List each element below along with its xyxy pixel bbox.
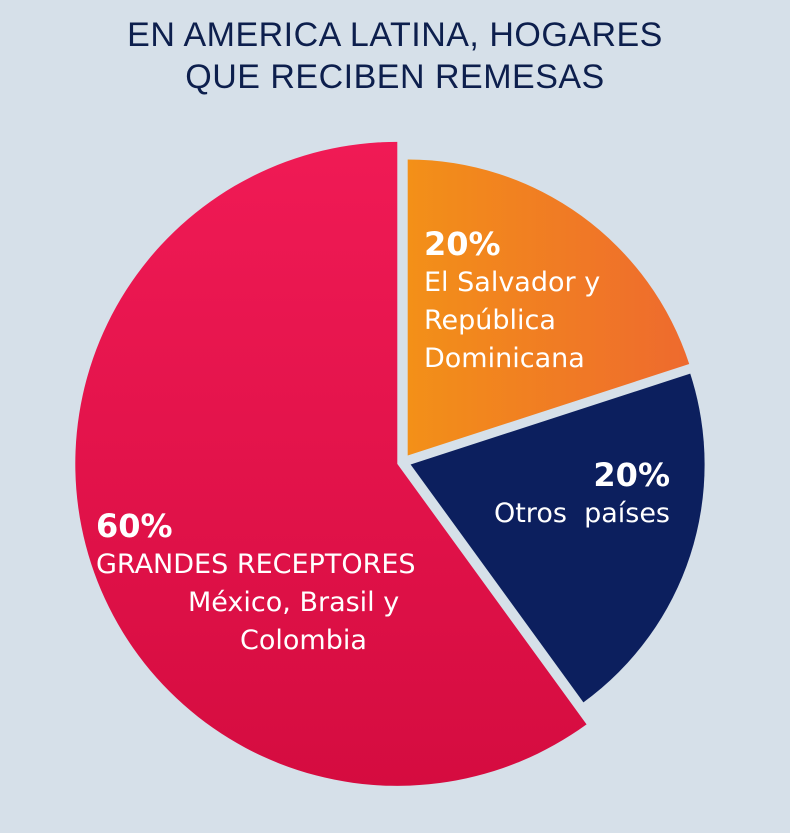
chart-title: EN AMERICA LATINA, HOGARES QUE RECIBEN R… — [0, 14, 790, 98]
slice-percent-otros-paises: 20% — [593, 456, 670, 494]
slice-percent-grandes-receptores: 60% — [96, 507, 173, 545]
slice-percent-el-salvador: 20% — [424, 225, 501, 263]
pie-slice-grandes-receptores — [75, 141, 587, 786]
slice-text-el-salvador-line-3: Dominicana — [424, 343, 585, 374]
chart-title-line-1: EN AMERICA LATINA, HOGARES — [127, 16, 663, 54]
slice-label-grandes-receptores: 60% GRANDES RECEPTORES México, Brasil y … — [96, 506, 416, 660]
slice-text-el-salvador-line-2: República — [424, 305, 556, 336]
slice-label-otros-paises: 20% Otros países — [494, 455, 670, 533]
slice-text-otros-paises: Otros países — [493, 498, 670, 529]
slice-text-grandes-receptores-line-2: México, Brasil y — [188, 587, 400, 618]
pie-slice-el-salvador-republica-dominicana — [407, 159, 690, 456]
slice-label-el-salvador: 20% El Salvador y República Dominicana — [424, 224, 600, 378]
slice-text-grandes-receptores-line-3: Colombia — [240, 625, 367, 656]
slice-text-el-salvador-line-1: El Salvador y — [424, 267, 601, 298]
slice-text-grandes-receptores-line-1: GRANDES RECEPTORES — [96, 549, 416, 580]
chart-title-line-2: QUE RECIBEN REMESAS — [185, 58, 605, 96]
pie-slice-otros-paises — [410, 373, 705, 703]
